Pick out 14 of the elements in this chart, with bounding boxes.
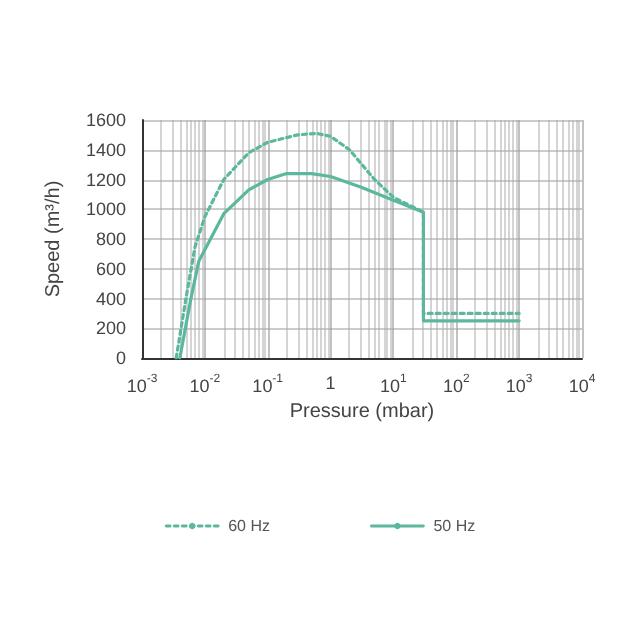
- legend-label: 60 Hz: [228, 517, 271, 535]
- y-tick-label: 1400: [85, 139, 126, 160]
- legend-label: 50 Hz: [433, 517, 476, 535]
- y-tick-label: 200: [95, 318, 126, 339]
- y-tick-label: 1000: [85, 199, 126, 220]
- x-axis-title: Pressure (mbar): [289, 401, 435, 423]
- y-tick-label: 1200: [85, 169, 126, 190]
- y-tick-label: 400: [95, 288, 126, 309]
- y-tick-label: 0: [115, 348, 126, 368]
- y-tick-label: 1600: [85, 110, 126, 130]
- x-tick-label: 1: [325, 373, 336, 393]
- y-tick-label: 600: [95, 258, 126, 279]
- y-tick-label: 800: [95, 229, 126, 249]
- y-axis-title: Speed (m³/h): [43, 180, 66, 298]
